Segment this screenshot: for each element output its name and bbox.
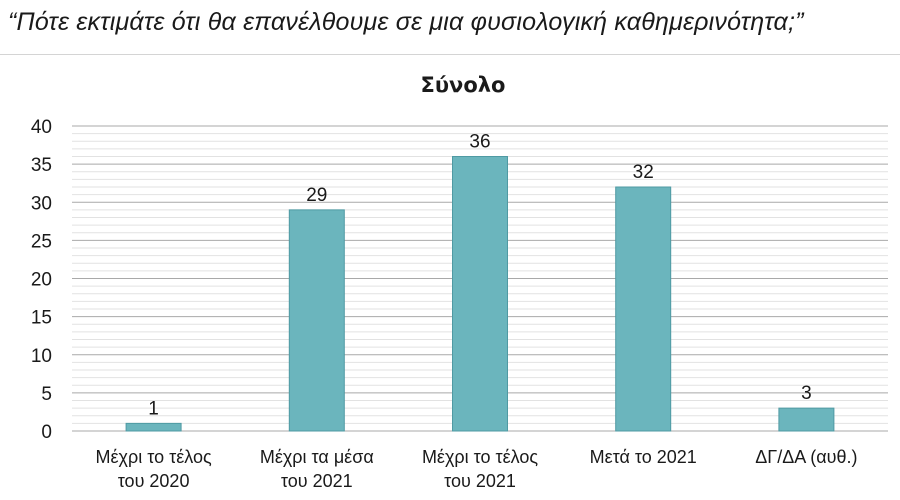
bar (452, 156, 508, 432)
bar (288, 209, 345, 432)
y-tick-label: 30 (31, 193, 52, 214)
category-label: Μέχρι το τέλος (96, 447, 212, 467)
data-label: 36 (469, 132, 490, 153)
category-label: του 2021 (281, 471, 353, 491)
bar (125, 422, 182, 432)
data-label: 32 (633, 162, 654, 183)
y-tick-label: 40 (31, 117, 52, 138)
y-axis: 0 5 10 15 20 25 30 35 40 (31, 117, 52, 443)
survey-question: “Πότε εκτιμάτε ότι θα επανέλθουμε σε μια… (8, 8, 804, 36)
y-tick-label: 10 (31, 346, 52, 367)
y-tick-label: 15 (31, 308, 52, 329)
chart-title: Σύνολο (421, 73, 506, 97)
category-label: Μετά το 2021 (590, 447, 697, 467)
y-tick-label: 5 (41, 384, 52, 405)
category-label: ΔΓ/ΔΑ (αυθ.) (755, 447, 857, 467)
category-label: Μέχρι τα μέσα (260, 447, 374, 467)
data-label: 1 (148, 398, 159, 419)
category-label: του 2021 (444, 471, 516, 491)
y-tick-label: 35 (31, 155, 52, 176)
y-tick-label: 25 (31, 231, 52, 252)
bars: 1 29 36 32 3 (125, 132, 835, 432)
x-axis: Μέχρι το τέλος του 2020 Μέχρι τα μέσα του 2… (96, 447, 858, 491)
category-label: Μέχρι το τέλος (422, 447, 538, 467)
bar (615, 186, 672, 432)
header-divider (0, 54, 900, 55)
data-label: 3 (801, 383, 812, 404)
y-tick-label: 20 (31, 270, 52, 291)
data-label: 29 (306, 185, 327, 206)
y-tick-label: 0 (41, 422, 52, 443)
bar (778, 407, 835, 432)
category-label: του 2020 (118, 471, 190, 491)
